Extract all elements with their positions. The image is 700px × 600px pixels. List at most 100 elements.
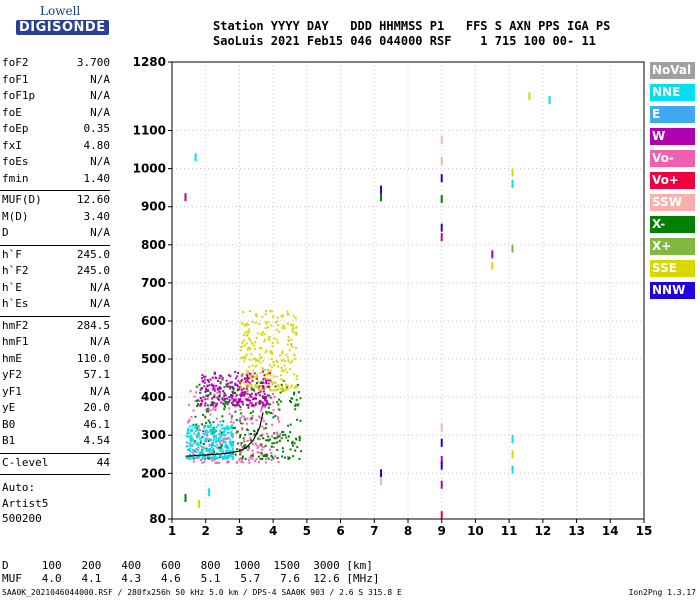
ionogram-echo bbox=[278, 408, 281, 411]
electron-density-profile bbox=[185, 412, 264, 457]
ionogram-echo bbox=[237, 442, 240, 445]
ionogram-echo bbox=[270, 452, 273, 455]
ionogram-echo bbox=[250, 416, 253, 419]
ionogram-echo bbox=[264, 403, 267, 406]
echo-point bbox=[380, 185, 383, 194]
ionogram-echo bbox=[238, 419, 241, 422]
ionogram-echo bbox=[223, 403, 226, 406]
ionogram-echo bbox=[203, 456, 206, 459]
ionogram-echo bbox=[283, 325, 286, 328]
ionogram-echo bbox=[209, 452, 212, 455]
ionogram-echo bbox=[284, 360, 287, 363]
y-tick-label: 400 bbox=[141, 390, 166, 404]
echo-point bbox=[440, 455, 443, 464]
ionogram-echo bbox=[210, 401, 213, 404]
ionogram-echo bbox=[227, 428, 230, 431]
ionogram-echo bbox=[202, 396, 205, 399]
ionogram-echo bbox=[256, 381, 259, 384]
ionogram-echo bbox=[199, 441, 202, 444]
ionogram-echo bbox=[216, 447, 219, 450]
ionogram-echo bbox=[233, 399, 236, 402]
param-name: B1 bbox=[2, 434, 16, 447]
ionogram-echo bbox=[296, 385, 299, 388]
ionogram-echo bbox=[268, 394, 271, 397]
ionogram-echo bbox=[251, 387, 254, 390]
ionogram-echo bbox=[283, 389, 286, 392]
ionogram-echo bbox=[240, 349, 243, 352]
ionogram-echo bbox=[299, 419, 302, 422]
legend-item-sse: SSE bbox=[650, 260, 695, 277]
ionogram-echo bbox=[188, 442, 191, 445]
ionogram-echo bbox=[206, 454, 209, 457]
ionogram-echo bbox=[218, 393, 221, 396]
ionogram-echo bbox=[294, 385, 297, 388]
ionogram-echo bbox=[217, 397, 220, 400]
ionogram-echo bbox=[189, 453, 192, 456]
ionogram-echo bbox=[249, 402, 252, 405]
ionogram-echo bbox=[192, 453, 195, 456]
ionogram-echo bbox=[281, 386, 284, 389]
ionogram-echo bbox=[231, 443, 234, 446]
ionogram-echo bbox=[239, 408, 242, 411]
ionogram-echo bbox=[223, 399, 226, 402]
ionogram-echo bbox=[297, 403, 300, 406]
ionogram-echo bbox=[269, 350, 272, 353]
ionogram-echo bbox=[199, 396, 202, 399]
ionogram-echo bbox=[215, 376, 218, 379]
ionogram-echo bbox=[300, 450, 303, 453]
ionogram-echo bbox=[248, 396, 251, 399]
ionogram-echo bbox=[262, 331, 265, 334]
ionogram-echo bbox=[218, 432, 221, 435]
x-tick-label: 8 bbox=[404, 524, 412, 538]
ionogram-echo bbox=[271, 423, 274, 426]
ionogram-echo bbox=[239, 382, 242, 385]
ionogram-echo bbox=[284, 368, 287, 371]
ionogram-echo bbox=[224, 394, 227, 397]
ionogram-echo bbox=[254, 402, 257, 405]
ionogram-echo bbox=[235, 419, 238, 422]
ionogram-echo bbox=[209, 404, 212, 407]
ionogram-echo bbox=[200, 402, 203, 405]
ionogram-echo bbox=[295, 398, 298, 401]
ionogram-echo bbox=[226, 455, 229, 458]
ionogram-echo bbox=[205, 449, 208, 452]
ionogram-echo bbox=[273, 389, 276, 392]
ionogram-echo bbox=[210, 457, 213, 460]
ionogram-echo bbox=[202, 380, 205, 383]
ionogram-echo bbox=[280, 366, 283, 369]
ionogram-echo bbox=[266, 439, 269, 442]
param-row: B0 46.1 bbox=[2, 418, 110, 434]
ionogram-echo bbox=[265, 400, 268, 403]
ionogram-echo bbox=[209, 428, 212, 431]
ionogram-echo bbox=[288, 456, 291, 459]
legend-item-w: W bbox=[650, 128, 695, 145]
ionogram-echo bbox=[193, 442, 196, 445]
param-row: h`F2 245.0 bbox=[2, 264, 110, 280]
ionogram-echo bbox=[293, 442, 296, 445]
ionogram-echo bbox=[247, 323, 250, 326]
ionogram-echo bbox=[232, 392, 235, 395]
ionogram-echo bbox=[189, 390, 192, 393]
ionogram-echo bbox=[254, 442, 257, 445]
ionogram-echo bbox=[249, 339, 252, 342]
ionogram-echo bbox=[187, 420, 190, 423]
ionogram-echo bbox=[192, 457, 195, 460]
ionogram-echo bbox=[255, 312, 258, 315]
ionogram-echo bbox=[249, 348, 252, 351]
ionogram-echo bbox=[214, 445, 217, 448]
ionogram-echo bbox=[290, 342, 293, 345]
x-tick-label: 12 bbox=[535, 524, 552, 538]
ionogram-echo bbox=[266, 394, 269, 397]
ionogram-echo bbox=[243, 446, 246, 449]
x-tick-label: 13 bbox=[568, 524, 585, 538]
ionogram-echo bbox=[269, 377, 272, 380]
ionogram-echo bbox=[250, 352, 253, 355]
ionogram-echo bbox=[261, 333, 264, 336]
ionogram-echo bbox=[202, 443, 205, 446]
y-tick-label: 800 bbox=[141, 238, 166, 252]
ionogram-echo bbox=[261, 386, 264, 389]
ionogram-echo bbox=[221, 442, 224, 445]
ionogram-echo bbox=[197, 435, 200, 438]
ionogram-echo bbox=[295, 332, 298, 335]
ionogram-echo bbox=[289, 361, 292, 364]
